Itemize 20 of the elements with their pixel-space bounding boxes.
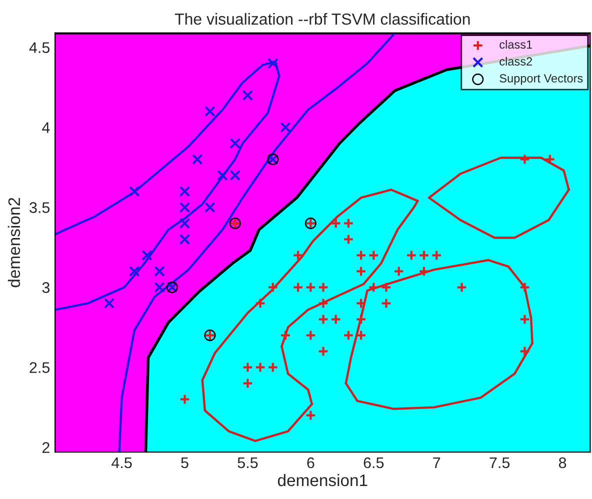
y-tick-label: 4	[42, 122, 50, 133]
y-axis-title: demension2	[8, 198, 20, 288]
legend-label: Support Vectors	[500, 74, 583, 85]
x-tick-label: 6	[307, 457, 314, 468]
y-tick-label: 2.5	[30, 362, 50, 373]
x-tick-label: 7.5	[490, 458, 510, 468]
chart-title: The visualization --rbf TSVM classification	[174, 13, 470, 25]
x-tick-label: 6.5	[364, 457, 384, 468]
x-axis-title: demension1	[278, 474, 368, 486]
y-tick-label: 3	[42, 282, 50, 293]
x-tick-label: 8	[558, 457, 566, 468]
y-tick-label: 3.5	[30, 202, 50, 214]
x-tick-label: 4.5	[112, 458, 132, 468]
x-tick-label: 5	[181, 458, 188, 468]
y-tick-label: 2	[42, 442, 50, 453]
legend-label: class2	[500, 56, 532, 66]
legend-label: class1	[500, 40, 532, 49]
y-tick-label: 4.5	[29, 42, 50, 54]
x-tick-label: 7	[433, 458, 440, 468]
x-tick-label: 5.5	[238, 458, 258, 468]
